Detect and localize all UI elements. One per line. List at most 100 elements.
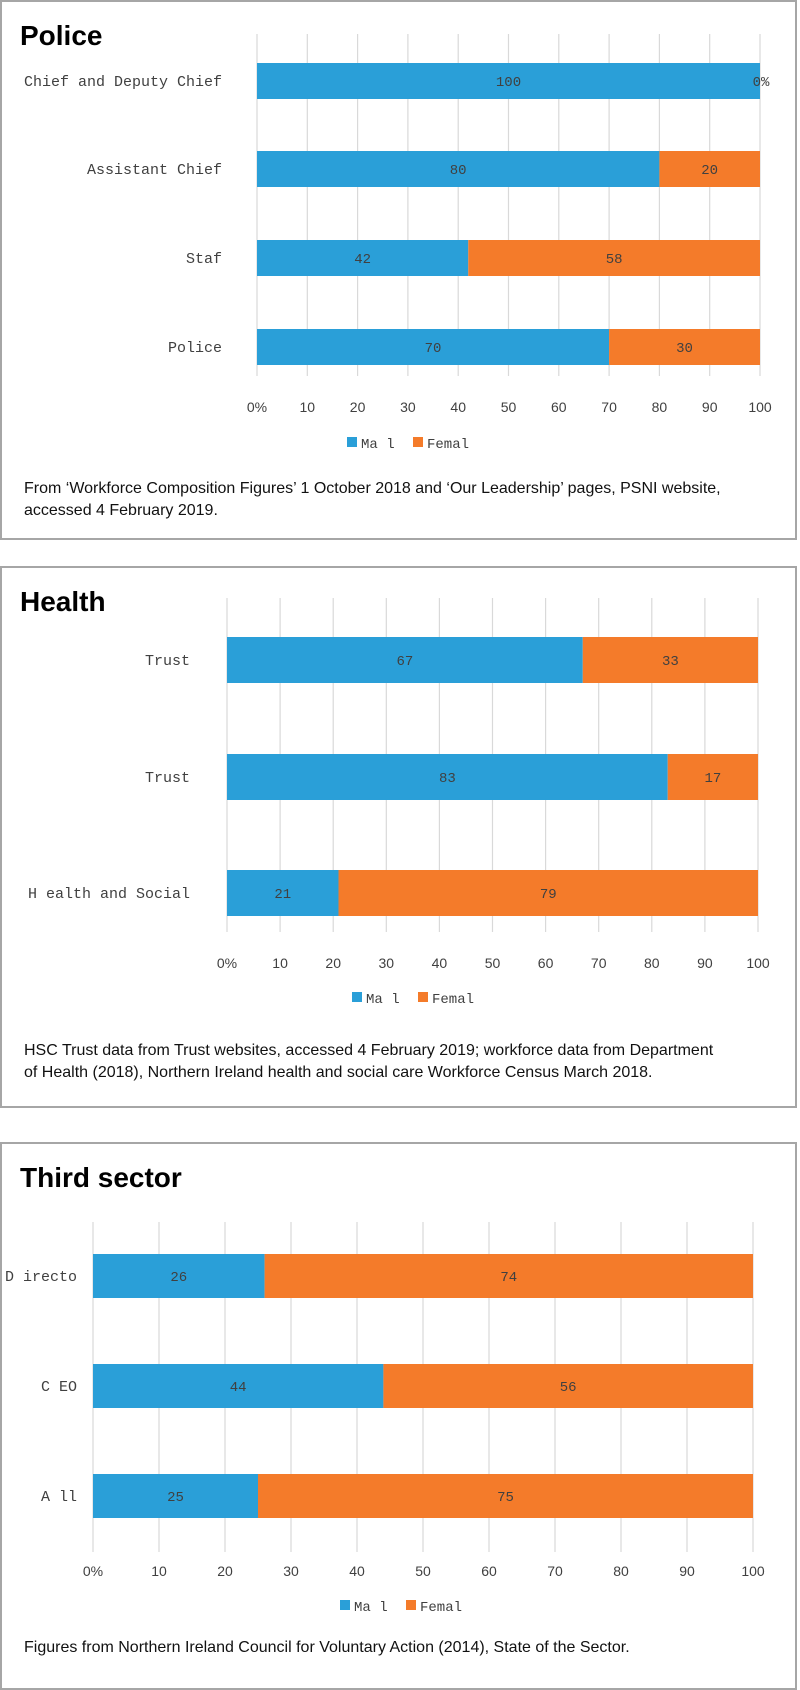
- data-label: 80: [450, 163, 467, 179]
- data-label: 21: [274, 887, 291, 903]
- panel-caption: Figures from Northern Ireland Council fo…: [24, 1639, 630, 1656]
- bar-female: [659, 151, 760, 187]
- bar-male: [227, 870, 339, 916]
- health-panel: Health 67 33 Trust 83 17 Trust 21 79 H ealth and…: [0, 566, 797, 1108]
- bar-female: [468, 240, 760, 276]
- bar-male: [227, 754, 668, 800]
- legend-label: Femal: [420, 1600, 462, 1616]
- category-label: Chief and Deputy Chief: [24, 74, 222, 91]
- tick-label: 90: [679, 1563, 695, 1579]
- legend-swatch: [413, 437, 423, 447]
- bar-female: [338, 870, 758, 916]
- category-label: Trust: [145, 653, 190, 670]
- third-sector-chart: 26 74 D irecto 44 56 C EO 25 75 A ll 0% 10 20 30 40 50…: [5, 1222, 765, 1616]
- bar-female: [258, 1474, 753, 1518]
- tick-label: 60: [551, 399, 567, 415]
- panel-caption: HSC Trust data from Trust websites, acce…: [24, 1042, 714, 1081]
- category-label: H ealth and Social: [28, 886, 190, 903]
- legend-label: Ma l: [354, 1600, 388, 1616]
- third-sector-panel: Third sector 26 74 D irecto 44 56 C EO 25 75 A l…: [0, 1142, 797, 1690]
- data-label: 0%: [753, 75, 770, 91]
- tick-label: 70: [547, 1563, 563, 1579]
- tick-label: 10: [151, 1563, 167, 1579]
- category-label: A ll: [41, 1489, 77, 1506]
- data-label: 42: [354, 252, 371, 268]
- legend-swatch: [340, 1600, 350, 1610]
- tick-label: 50: [485, 955, 501, 971]
- tick-label: 0%: [247, 399, 267, 415]
- data-label: 33: [662, 654, 679, 670]
- tick-label: 80: [644, 955, 660, 971]
- tick-label: 50: [415, 1563, 431, 1579]
- bar-male: [257, 63, 760, 99]
- bar-male: [93, 1474, 258, 1518]
- police-chart: 100 0% Chief and Deputy Chief 80 20 Assistant…: [24, 34, 772, 453]
- tick-label: 0%: [83, 1563, 103, 1579]
- tick-label: 40: [432, 955, 448, 971]
- bar-female: [667, 754, 758, 800]
- data-label: 58: [606, 252, 623, 268]
- legend-swatch: [352, 992, 362, 1002]
- data-label: 75: [497, 1490, 514, 1506]
- tick-label: 30: [400, 399, 416, 415]
- tick-label: 40: [349, 1563, 365, 1579]
- bar-female: [582, 637, 758, 683]
- police-panel: Police 100 0% Chief and Deputy Chief 80 20 As…: [0, 0, 797, 540]
- bar-male: [257, 329, 610, 365]
- data-label: 67: [396, 654, 413, 670]
- tick-label: 100: [741, 1563, 765, 1579]
- data-label: 83: [439, 771, 456, 787]
- data-label: 70: [425, 341, 442, 357]
- bar-male: [257, 240, 469, 276]
- tick-label: 70: [601, 399, 617, 415]
- data-label: 44: [230, 1380, 247, 1396]
- tick-label: 10: [272, 955, 288, 971]
- data-label: 100: [496, 75, 521, 91]
- data-label: 79: [540, 887, 557, 903]
- bar-female: [383, 1364, 753, 1408]
- legend-label: Ma l: [361, 437, 395, 453]
- category-label: Police: [168, 340, 222, 357]
- legend-label: Femal: [432, 992, 474, 1008]
- legend-swatch: [406, 1600, 416, 1610]
- health-chart: 67 33 Trust 83 17 Trust 21 79 H ealth and Social…: [28, 598, 770, 1008]
- tick-label: 60: [538, 955, 554, 971]
- tick-label: 30: [379, 955, 395, 971]
- data-label: 26: [170, 1270, 187, 1286]
- tick-label: 20: [350, 399, 366, 415]
- tick-label: 80: [652, 399, 668, 415]
- bar-male: [257, 151, 660, 187]
- category-label: Assistant Chief: [87, 162, 222, 179]
- data-label: 20: [701, 163, 718, 179]
- panel-title: Third sector: [20, 1162, 182, 1193]
- bar-female: [264, 1254, 753, 1298]
- tick-label: 40: [450, 399, 466, 415]
- bar-male: [93, 1364, 384, 1408]
- tick-label: 50: [501, 399, 517, 415]
- panel-title: Health: [20, 586, 106, 617]
- category-label: Staf: [186, 251, 222, 268]
- tick-label: 20: [325, 955, 341, 971]
- tick-label: 100: [748, 399, 772, 415]
- tick-label: 20: [217, 1563, 233, 1579]
- category-label: Trust: [145, 770, 190, 787]
- legend-label: Ma l: [366, 992, 400, 1008]
- tick-label: 0%: [217, 955, 237, 971]
- data-label: 17: [704, 771, 721, 787]
- tick-label: 10: [300, 399, 316, 415]
- panel-title: Police: [20, 20, 103, 51]
- tick-label: 80: [613, 1563, 629, 1579]
- tick-label: 30: [283, 1563, 299, 1579]
- data-label: 25: [167, 1490, 184, 1506]
- category-label: D irecto: [5, 1269, 77, 1286]
- tick-label: 60: [481, 1563, 497, 1579]
- category-label: C EO: [41, 1379, 77, 1396]
- tick-label: 70: [591, 955, 607, 971]
- tick-label: 100: [746, 955, 770, 971]
- tick-label: 90: [697, 955, 713, 971]
- legend-swatch: [347, 437, 357, 447]
- tick-label: 90: [702, 399, 718, 415]
- legend-label: Femal: [427, 437, 469, 453]
- panel-caption: From ‘Workforce Composition Figures’ 1 O…: [24, 480, 721, 519]
- legend-swatch: [418, 992, 428, 1002]
